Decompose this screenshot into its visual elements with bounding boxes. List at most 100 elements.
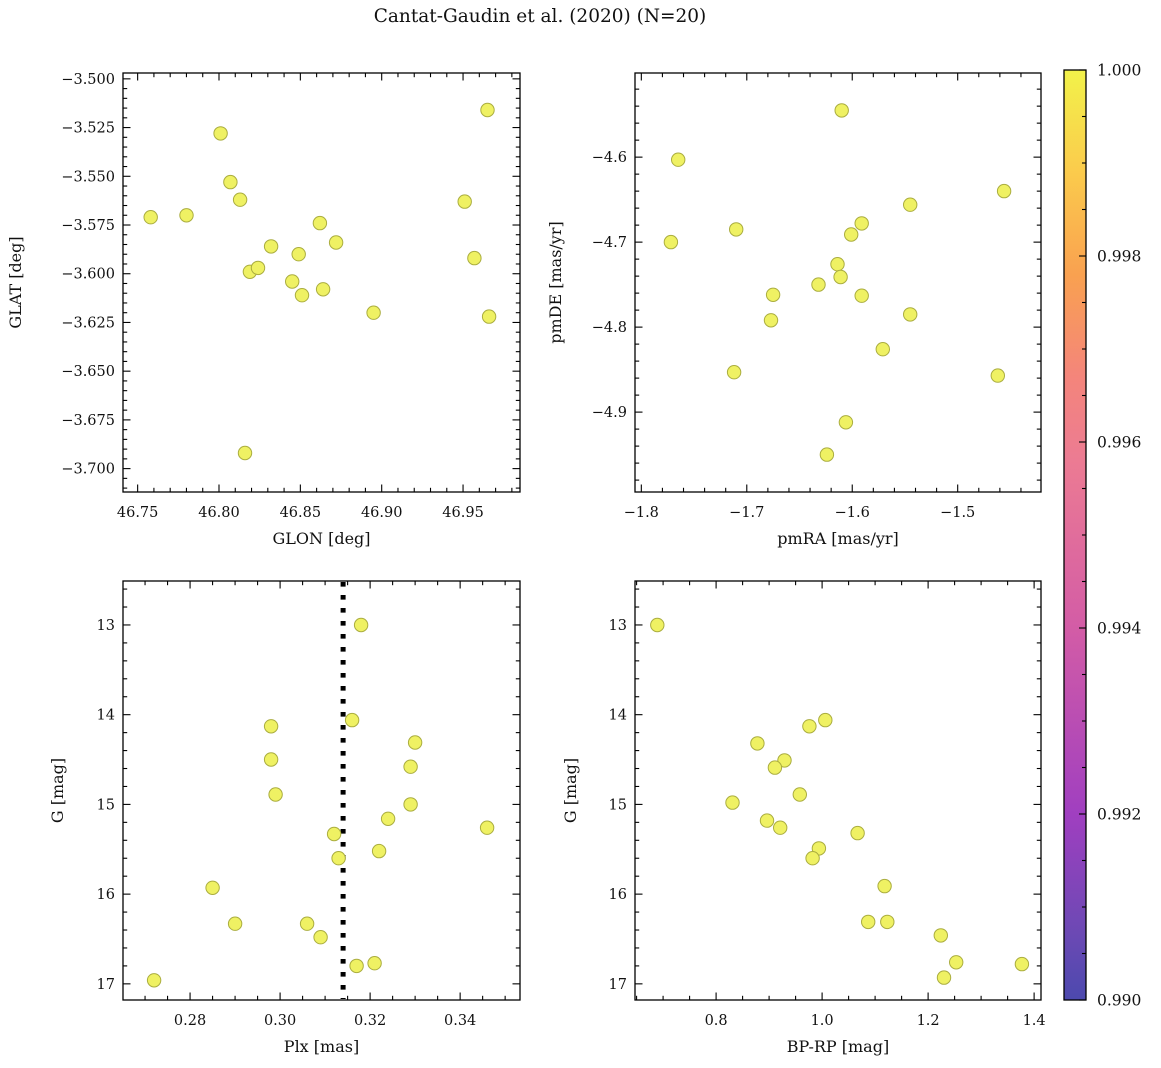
- y-tick-label: −3.650: [61, 364, 115, 380]
- colorbar-tick-label: 0.996: [1097, 434, 1141, 452]
- y-tick-label: −4.7: [592, 235, 627, 251]
- scatter-point: [328, 235, 344, 250]
- scatter-point: [250, 260, 266, 276]
- scatter-point: [903, 307, 918, 322]
- y-tick-label: −3.550: [61, 169, 115, 185]
- scatter-point: [331, 851, 346, 866]
- scatter-point: [729, 222, 744, 237]
- y-tick-label: 13: [97, 618, 115, 634]
- colorbar-tick-label: 0.994: [1097, 620, 1142, 638]
- y-tick-label: −4.6: [592, 150, 627, 166]
- scatter-point: [767, 760, 783, 775]
- scatter-point: [403, 797, 418, 812]
- scatter-point: [834, 103, 849, 118]
- scatter-point: [407, 735, 423, 750]
- scatter-point: [830, 257, 845, 272]
- x-tick-label: −1.7: [729, 505, 764, 521]
- scatter-point: [854, 216, 869, 231]
- scatter-point: [268, 787, 283, 802]
- scatter-point: [763, 313, 779, 328]
- scatter-point: [479, 820, 495, 835]
- x-tick-label: 46.85: [280, 505, 322, 521]
- x-tick-label: 0.28: [174, 1013, 206, 1029]
- x-axis-label: Plx [mas]: [284, 1037, 359, 1056]
- scatter-point: [285, 274, 300, 289]
- scatter-point: [403, 759, 418, 774]
- scatter-point: [213, 126, 228, 141]
- scatter-point: [936, 970, 952, 985]
- scatter-point: [725, 795, 740, 810]
- scatter-point: [880, 914, 895, 930]
- y-tick-label: −3.600: [61, 267, 115, 283]
- y-axis-label: G [mag]: [48, 758, 67, 823]
- scatter-point: [223, 174, 238, 190]
- scatter-point: [750, 736, 765, 751]
- scatter-point: [179, 208, 194, 223]
- scatter-point: [903, 197, 918, 212]
- scatter-point: [838, 415, 854, 430]
- y-tick-label: 14: [97, 708, 115, 724]
- scatter-point: [802, 719, 817, 734]
- y-tick-label: −4.9: [592, 405, 627, 421]
- x-tick-label: 46.75: [117, 505, 159, 521]
- y-tick-label: 14: [609, 708, 627, 724]
- y-tick-label: −3.525: [61, 121, 115, 137]
- scatter-point: [232, 192, 248, 207]
- scatter-point: [380, 811, 396, 826]
- scatter-point: [792, 787, 807, 802]
- colorbar-tick-label: 0.990: [1097, 992, 1141, 1010]
- x-axis-label: pmRA [mas/yr]: [777, 529, 899, 548]
- scatter-point: [313, 930, 328, 945]
- scatter-point: [818, 712, 833, 728]
- y-tick-label: −3.500: [61, 72, 115, 88]
- x-tick-label: 0.8: [705, 1013, 728, 1029]
- colorbar-tick-label: 0.992: [1097, 806, 1141, 824]
- scatter-point: [263, 239, 279, 254]
- x-tick-label: 46.95: [442, 505, 484, 521]
- x-tick-label: −1.6: [835, 505, 870, 521]
- scatter-point: [467, 250, 482, 266]
- scatter-point: [205, 880, 220, 895]
- scatter-point: [312, 215, 328, 231]
- scatter-point: [990, 368, 1005, 383]
- scatter-point: [861, 914, 876, 930]
- scatter-point: [833, 269, 848, 285]
- scatter-point: [371, 843, 387, 859]
- scatter-point: [457, 194, 472, 209]
- y-tick-label: 15: [609, 797, 627, 813]
- scatter-point: [777, 753, 792, 768]
- y-tick-label: 17: [609, 977, 627, 993]
- scatter-point: [671, 152, 686, 167]
- panel-pmra-pmde: −1.8 −1.7 −1.6 −1.5 −4.6 −4.7 −4.8 −4.9 pmRA [ma…: [546, 72, 1042, 548]
- scatter-point: [366, 305, 381, 320]
- scatter-point: [349, 958, 364, 974]
- scatter-point: [367, 956, 382, 971]
- scatter-point: [263, 752, 279, 767]
- y-axis-label: G [mag]: [561, 758, 580, 823]
- scatter-point: [291, 247, 306, 262]
- colorbar-tick-label: 0.998: [1097, 248, 1141, 266]
- panel-glon-glat: 46.75 46.80 46.85 46.90 46.95 −3.500 −3.525 −3.…: [6, 72, 521, 548]
- scatter-point: [353, 617, 369, 633]
- scatter-point: [326, 826, 342, 842]
- y-tick-label: −3.625: [61, 315, 115, 331]
- scatter-point: [227, 916, 243, 931]
- y-tick-label: 16: [609, 887, 627, 903]
- figure-title: Cantat-Gaudin et al. (2020) (N=20): [373, 6, 707, 27]
- y-tick-label: −3.700: [61, 462, 115, 478]
- y-tick-label: −4.8: [592, 320, 627, 336]
- colorbar: 1.000 0.998 0.996 0.994 0.992 0.990: [1063, 62, 1142, 1010]
- scatter-point: [480, 102, 495, 118]
- x-tick-label: 46.80: [198, 505, 240, 521]
- x-tick-label: 46.90: [361, 505, 403, 521]
- scatter-point: [650, 617, 665, 633]
- x-tick-label: −1.8: [624, 505, 659, 521]
- y-tick-label: −3.675: [61, 413, 115, 429]
- scatter-point: [805, 851, 820, 866]
- scatter-point: [1014, 956, 1030, 972]
- panel-plx-g: 0.28 0.30 0.32 0.34 13 14 15 16 17 Plx [mas] G [ma…: [48, 580, 521, 1056]
- x-tick-label: 1.0: [811, 1013, 834, 1029]
- y-tick-label: 16: [97, 887, 115, 903]
